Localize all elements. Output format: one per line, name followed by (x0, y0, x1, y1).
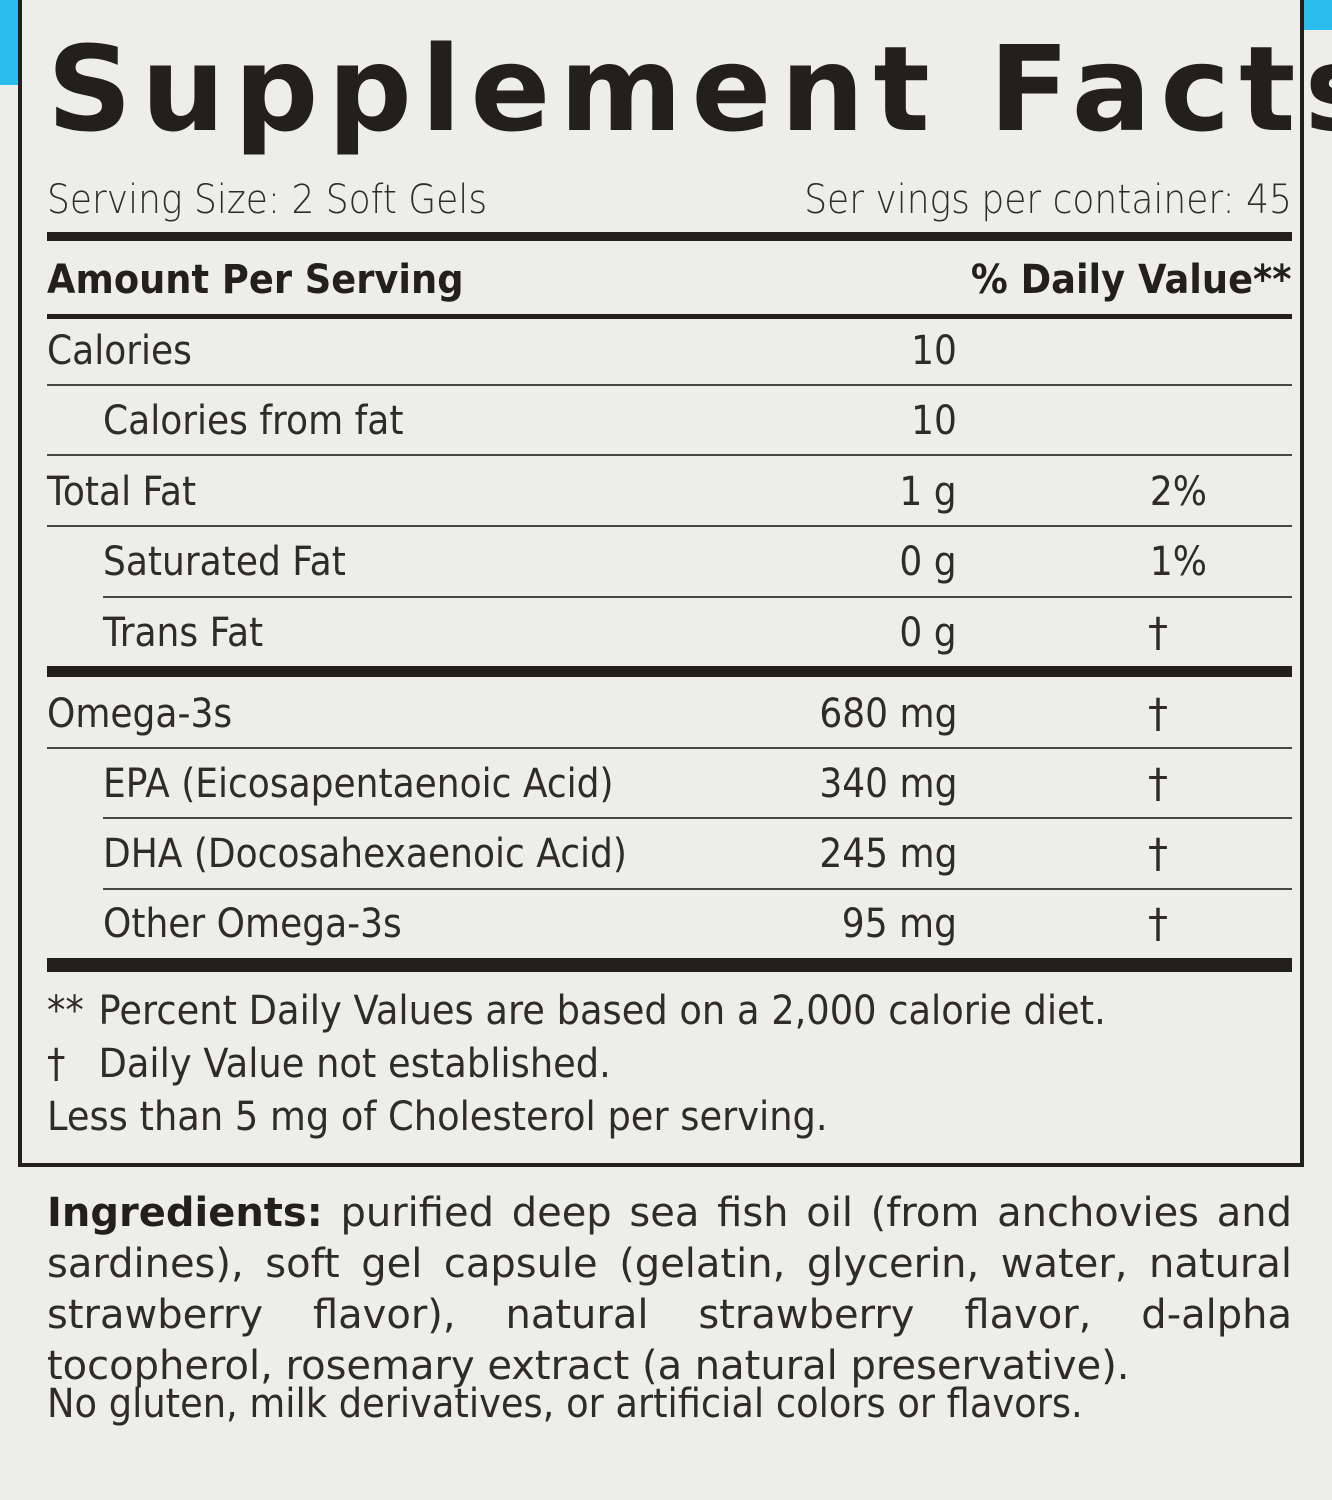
nutrient-dv: 2% (1149, 469, 1207, 515)
nutrient-row-saturated-fat: Saturated Fat 0 g 1% (47, 529, 1292, 595)
ingredients-statement: Ingredients: purified deep sea fish oil … (47, 1188, 1292, 1392)
serving-info: Serving Size: 2 Soft Gels Ser vings per … (47, 172, 1292, 228)
row-divider (47, 525, 1292, 527)
nutrient-row-trans-fat: Trans Fat 0 g † (47, 600, 1292, 666)
row-divider-indented (103, 817, 1292, 819)
nutrient-amount: 245 mg (818, 831, 957, 877)
dagger-icon: † (47, 1041, 66, 1087)
nutrient-amount: 95 mg (841, 901, 957, 947)
allergen-note: No gluten, milk derivatives, or artifici… (47, 1381, 1083, 1427)
dagger-icon: † (1148, 901, 1168, 947)
servings-per-container: Ser vings per container: 45 (804, 177, 1292, 223)
nutrient-row-other-omega-3s: Other Omega-3s 95 mg † (47, 891, 1292, 957)
column-header: Amount Per Serving % Daily Value** (47, 250, 1292, 310)
nutrient-name: Omega-3s (47, 691, 233, 737)
row-divider (47, 384, 1292, 386)
header-daily-value: % Daily Value** (971, 257, 1292, 303)
serving-size: Serving Size: 2 Soft Gels (47, 177, 488, 223)
nutrient-name: Trans Fat (103, 610, 264, 656)
ingredients-label: Ingredients: (47, 1190, 323, 1236)
nutrient-name: Calories from fat (103, 398, 404, 444)
nutrient-amount: 10 (911, 398, 957, 444)
nutrient-name: Saturated Fat (103, 539, 346, 585)
row-divider (47, 747, 1292, 749)
row-divider (47, 454, 1292, 456)
panel-title: Supplement Facts (47, 20, 1332, 158)
nutrient-amount: 340 mg (818, 761, 957, 807)
nutrient-dv: 1% (1149, 539, 1207, 585)
blue-packaging-edge-right (1302, 0, 1332, 30)
nutrient-name: Total Fat (47, 469, 197, 515)
nutrient-amount: 1 g (899, 469, 957, 515)
nutrient-row-calories-from-fat: Calories from fat 10 (47, 388, 1292, 454)
nutrient-amount: 0 g (899, 539, 957, 585)
nutrient-amount: 10 (911, 328, 957, 374)
footnotes: ** Percent Daily Values are based on a 2,… (47, 985, 1292, 1144)
thick-rule-mid (47, 666, 1292, 677)
header-amount-per-serving: Amount Per Serving (47, 257, 464, 303)
nutrient-name: Calories (47, 328, 192, 374)
dagger-icon: † (1148, 610, 1168, 656)
nutrient-row-omega-3s: Omega-3s 680 mg † (47, 681, 1292, 747)
thick-rule-top (47, 232, 1292, 241)
nutrient-row-total-fat: Total Fat 1 g 2% (47, 459, 1292, 525)
double-asterisk-icon: ** (47, 988, 84, 1034)
supplement-facts-panel (18, 0, 1304, 1167)
nutrient-row-dha: DHA (Docosahexaenoic Acid) 245 mg † (47, 821, 1292, 887)
nutrient-row-epa: EPA (Eicosapentaenoic Acid) 340 mg † (47, 751, 1292, 817)
nutrient-row-calories: Calories 10 (47, 318, 1292, 384)
footnote-not-established: † Daily Value not established. (47, 1038, 1192, 1091)
nutrient-amount: 0 g (899, 610, 957, 656)
blue-packaging-edge-left (0, 0, 18, 85)
nutrient-name: EPA (Eicosapentaenoic Acid) (103, 761, 614, 807)
dagger-icon: † (1148, 761, 1168, 807)
row-divider-indented (103, 888, 1292, 890)
nutrient-amount: 680 mg (818, 691, 957, 737)
ingredients-text: purified deep sea fish oil (from anchovi… (47, 1190, 1292, 1389)
dagger-icon: † (1148, 691, 1168, 737)
dagger-icon: † (1148, 831, 1168, 877)
medium-rule-header (47, 314, 1292, 319)
thick-rule-bottom (47, 958, 1292, 972)
nutrient-name: Other Omega-3s (103, 901, 402, 947)
nutrient-name: DHA (Docosahexaenoic Acid) (103, 831, 627, 877)
footnote-daily-values: ** Percent Daily Values are based on a 2,… (47, 985, 1192, 1038)
row-divider-indented (103, 596, 1292, 598)
footnote-cholesterol: Less than 5 mg of Cholesterol per servin… (47, 1094, 828, 1140)
